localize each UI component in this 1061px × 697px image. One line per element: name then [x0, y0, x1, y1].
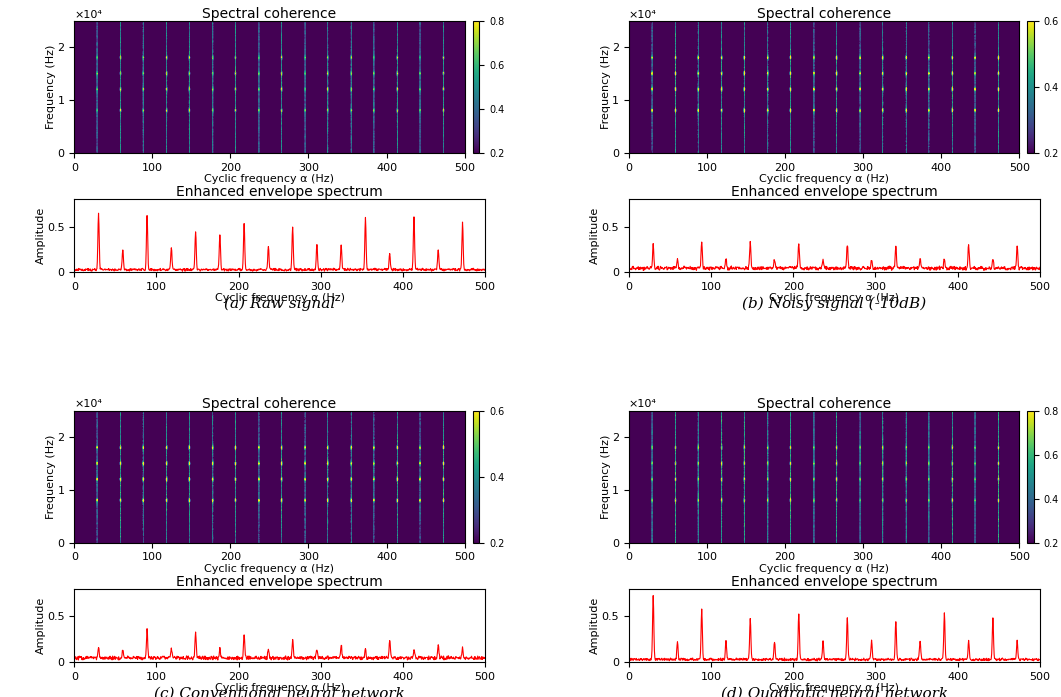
X-axis label: Cyclic frequency α (Hz): Cyclic frequency α (Hz) — [205, 564, 334, 574]
X-axis label: Cyclic frequency α (Hz): Cyclic frequency α (Hz) — [759, 174, 889, 184]
Y-axis label: Frequency (Hz): Frequency (Hz) — [46, 45, 56, 129]
Y-axis label: Amplitude: Amplitude — [35, 597, 46, 654]
Y-axis label: Frequency (Hz): Frequency (Hz) — [46, 434, 56, 519]
Title: Spectral coherence: Spectral coherence — [756, 397, 891, 411]
Title: Spectral coherence: Spectral coherence — [756, 7, 891, 21]
X-axis label: Cyclic frequency α (Hz): Cyclic frequency α (Hz) — [769, 293, 900, 303]
X-axis label: Cyclic frequency α (Hz): Cyclic frequency α (Hz) — [759, 564, 889, 574]
Text: (d) Quadratic neural network: (d) Quadratic neural network — [720, 687, 947, 697]
Text: (a) Raw signal: (a) Raw signal — [224, 297, 335, 311]
Y-axis label: Amplitude: Amplitude — [590, 597, 601, 654]
Title: Enhanced envelope spectrum: Enhanced envelope spectrum — [176, 185, 383, 199]
Y-axis label: Amplitude: Amplitude — [35, 207, 46, 264]
Title: Spectral coherence: Spectral coherence — [203, 7, 336, 21]
Text: (c) Conventional neural network: (c) Conventional neural network — [154, 687, 405, 697]
X-axis label: Cyclic frequency α (Hz): Cyclic frequency α (Hz) — [769, 683, 900, 694]
X-axis label: Cyclic frequency α (Hz): Cyclic frequency α (Hz) — [214, 683, 345, 694]
Text: ×10⁴: ×10⁴ — [74, 399, 102, 409]
Title: Enhanced envelope spectrum: Enhanced envelope spectrum — [731, 575, 938, 589]
Title: Enhanced envelope spectrum: Enhanced envelope spectrum — [176, 575, 383, 589]
Y-axis label: Frequency (Hz): Frequency (Hz) — [601, 45, 611, 129]
Text: (b) Noisy signal (-10dB): (b) Noisy signal (-10dB) — [743, 297, 926, 311]
Title: Enhanced envelope spectrum: Enhanced envelope spectrum — [731, 185, 938, 199]
X-axis label: Cyclic frequency α (Hz): Cyclic frequency α (Hz) — [214, 293, 345, 303]
Y-axis label: Frequency (Hz): Frequency (Hz) — [601, 434, 611, 519]
Title: Spectral coherence: Spectral coherence — [203, 397, 336, 411]
Text: ×10⁴: ×10⁴ — [629, 399, 657, 409]
Text: ×10⁴: ×10⁴ — [629, 10, 657, 20]
X-axis label: Cyclic frequency α (Hz): Cyclic frequency α (Hz) — [205, 174, 334, 184]
Text: ×10⁴: ×10⁴ — [74, 10, 102, 20]
Y-axis label: Amplitude: Amplitude — [590, 207, 601, 264]
